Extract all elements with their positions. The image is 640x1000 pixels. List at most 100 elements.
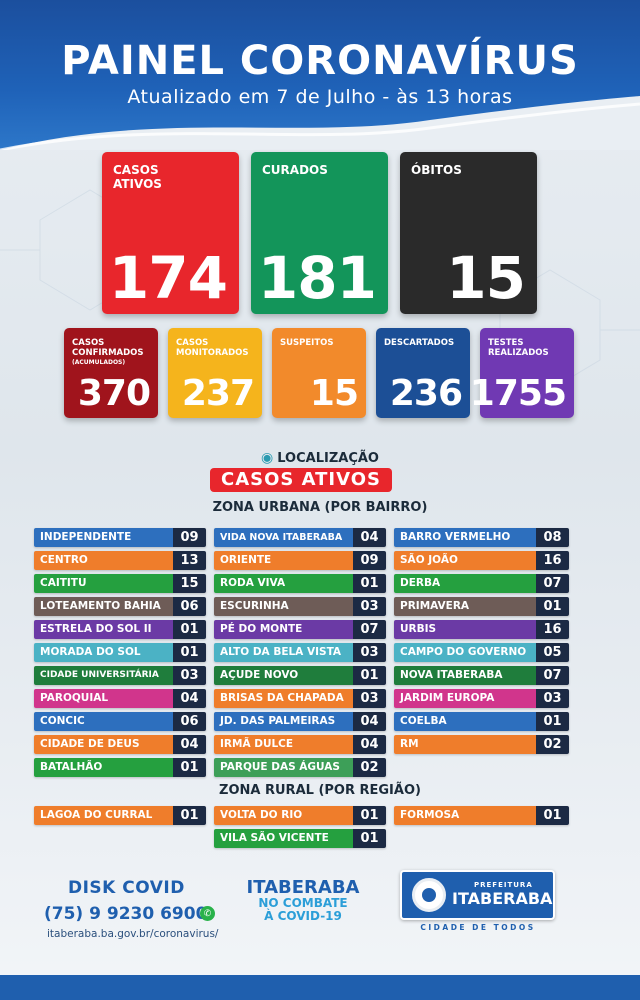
- list-item: LOTEAMENTO BAHIA 06: [34, 597, 206, 616]
- list-item: URBIS 16: [394, 620, 569, 639]
- neighborhood-name: JD. DAS PALMEIRAS: [214, 712, 353, 731]
- card-value: 1755: [469, 373, 567, 414]
- card-value: 237: [181, 373, 255, 414]
- list-item: JD. DAS PALMEIRAS 04: [214, 712, 386, 731]
- neighborhood-name: MORADA DO SOL: [34, 643, 173, 662]
- neighborhood-name: ORIENTE: [214, 551, 353, 570]
- neighborhood-name: VIDA NOVA ITABERABA: [214, 528, 353, 547]
- location-heading: ◉ LOCALIZAÇÃO: [0, 450, 640, 466]
- list-item: ESCURINHA 03: [214, 597, 386, 616]
- list-item: VOLTA DO RIO 01: [214, 806, 386, 825]
- card-casos-confirmados: CASOS CONFIRMADOS (ACUMULADOS) 370: [64, 328, 158, 418]
- neighborhood-count: 06: [173, 712, 206, 731]
- card-testes-realizados: TESTES REALIZADOS 1755: [470, 328, 574, 418]
- neighborhood-count: 16: [536, 551, 569, 570]
- list-item: BRISAS DA CHAPADA 03: [214, 689, 386, 708]
- prefeitura-logo: PREFEITURA ITABERABA: [400, 870, 555, 920]
- list-item: CONCIC 06: [34, 712, 206, 731]
- neighborhood-count: 02: [536, 735, 569, 754]
- region-name: VOLTA DO RIO: [214, 806, 353, 825]
- neighborhood-count: 06: [173, 597, 206, 616]
- neighborhood-name: IRMÃ DULCE: [214, 735, 353, 754]
- neighborhood-count: 04: [353, 528, 386, 547]
- neighborhood-name: COELBA: [394, 712, 536, 731]
- neighborhood-name: BATALHÃO: [34, 758, 173, 777]
- header-banner: [0, 0, 640, 150]
- neighborhood-count: 04: [173, 735, 206, 754]
- card-label: CURADOS: [262, 163, 328, 177]
- card-value: 15: [446, 244, 526, 312]
- city-slogan: CIDADE DE TODOS: [420, 923, 536, 932]
- list-item: CENTRO 13: [34, 551, 206, 570]
- neighborhood-count: 02: [353, 758, 386, 777]
- campaign-tagline: NO COMBATE À COVID-19: [258, 896, 348, 923]
- casos-ativos-badge: CASOS ATIVOS: [210, 468, 392, 492]
- phone-number[interactable]: (75) 9 9230 6900: [44, 904, 208, 924]
- urban-zone-title: ZONA URBANA (POR BAIRRO): [212, 500, 428, 515]
- list-item: PAROQUIAL 04: [34, 689, 206, 708]
- list-item: MORADA DO SOL 01: [34, 643, 206, 662]
- header-wave-decoration: [0, 96, 640, 150]
- card-label: DESCARTADOS: [384, 338, 455, 348]
- list-item: NOVA ITABERABA 07: [394, 666, 569, 685]
- region-name: LAGOA DO CURRAL: [34, 806, 173, 825]
- neighborhood-name: BRISAS DA CHAPADA: [214, 689, 353, 708]
- card-label: TESTES REALIZADOS: [488, 338, 549, 358]
- update-subtitle: Atualizado em 7 de Julho - às 13 horas: [127, 86, 513, 108]
- whatsapp-icon: ✆: [200, 906, 215, 921]
- neighborhood-count: 09: [353, 551, 386, 570]
- card-label: SUSPEITOS: [280, 338, 334, 348]
- list-item: DERBA 07: [394, 574, 569, 593]
- card-descartados: DESCARTADOS 236: [376, 328, 470, 418]
- list-item: RODA VIVA 01: [214, 574, 386, 593]
- neighborhood-name: PAROQUIAL: [34, 689, 173, 708]
- neighborhood-name: AÇUDE NOVO: [214, 666, 353, 685]
- card-value: 236: [389, 373, 463, 414]
- neighborhood-name: BARRO VERMELHO: [394, 528, 536, 547]
- rural-zone-title: ZONA RURAL (POR REGIÃO): [219, 783, 421, 798]
- list-item: PARQUE DAS ÁGUAS 02: [214, 758, 386, 777]
- neighborhood-name: ESTRELA DO SOL II: [34, 620, 173, 639]
- neighborhood-count: 13: [173, 551, 206, 570]
- neighborhood-count: 01: [353, 574, 386, 593]
- neighborhood-name: CIDADE DE DEUS: [34, 735, 173, 754]
- list-item: BATALHÃO 01: [34, 758, 206, 777]
- neighborhood-name: SÃO JOÃO: [394, 551, 536, 570]
- neighborhood-count: 01: [173, 620, 206, 639]
- card-label: ÓBITOS: [411, 163, 462, 177]
- list-item: FORMOSA 01: [394, 806, 569, 825]
- card-label: CASOS MONITORADOS: [176, 338, 249, 358]
- prefeitura-label: PREFEITURA: [474, 881, 533, 889]
- list-item: VIDA NOVA ITABERABA 04: [214, 528, 386, 547]
- card-suspeitos: SUSPEITOS 15: [272, 328, 366, 418]
- bottom-bar: [0, 975, 640, 1000]
- card-sublabel: (ACUMULADOS): [72, 359, 126, 366]
- neighborhood-count: 15: [173, 574, 206, 593]
- neighborhood-count: 16: [536, 620, 569, 639]
- list-item: VILA SÃO VICENTE 01: [214, 829, 386, 848]
- neighborhood-name: DERBA: [394, 574, 536, 593]
- card-value: 181: [257, 244, 377, 312]
- map-pin-icon: ◉: [261, 450, 274, 466]
- card-value: 370: [77, 373, 151, 414]
- neighborhood-count: 03: [536, 689, 569, 708]
- list-item: PÉ DO MONTE 07: [214, 620, 386, 639]
- region-count: 01: [173, 806, 206, 825]
- card-obitos: ÓBITOS 15: [400, 152, 537, 314]
- disk-covid-label: DISK COVID: [68, 878, 185, 898]
- page-title: PAINEL CORONAVÍRUS: [61, 38, 579, 84]
- card-value: 15: [309, 373, 359, 414]
- neighborhood-count: 07: [353, 620, 386, 639]
- website-link[interactable]: itaberaba.ba.gov.br/coronavirus/: [47, 928, 219, 940]
- list-item: BARRO VERMELHO 08: [394, 528, 569, 547]
- list-item: INDEPENDENTE 09: [34, 528, 206, 547]
- list-item: PRIMAVERA 01: [394, 597, 569, 616]
- card-curados: CURADOS 181: [251, 152, 388, 314]
- card-casos-ativos: CASOS ATIVOS 174: [102, 152, 239, 314]
- neighborhood-count: 08: [536, 528, 569, 547]
- list-item: AÇUDE NOVO 01: [214, 666, 386, 685]
- neighborhood-name: CONCIC: [34, 712, 173, 731]
- list-item: ORIENTE 09: [214, 551, 386, 570]
- neighborhood-name: ALTO DA BELA VISTA: [214, 643, 353, 662]
- neighborhood-name: CENTRO: [34, 551, 173, 570]
